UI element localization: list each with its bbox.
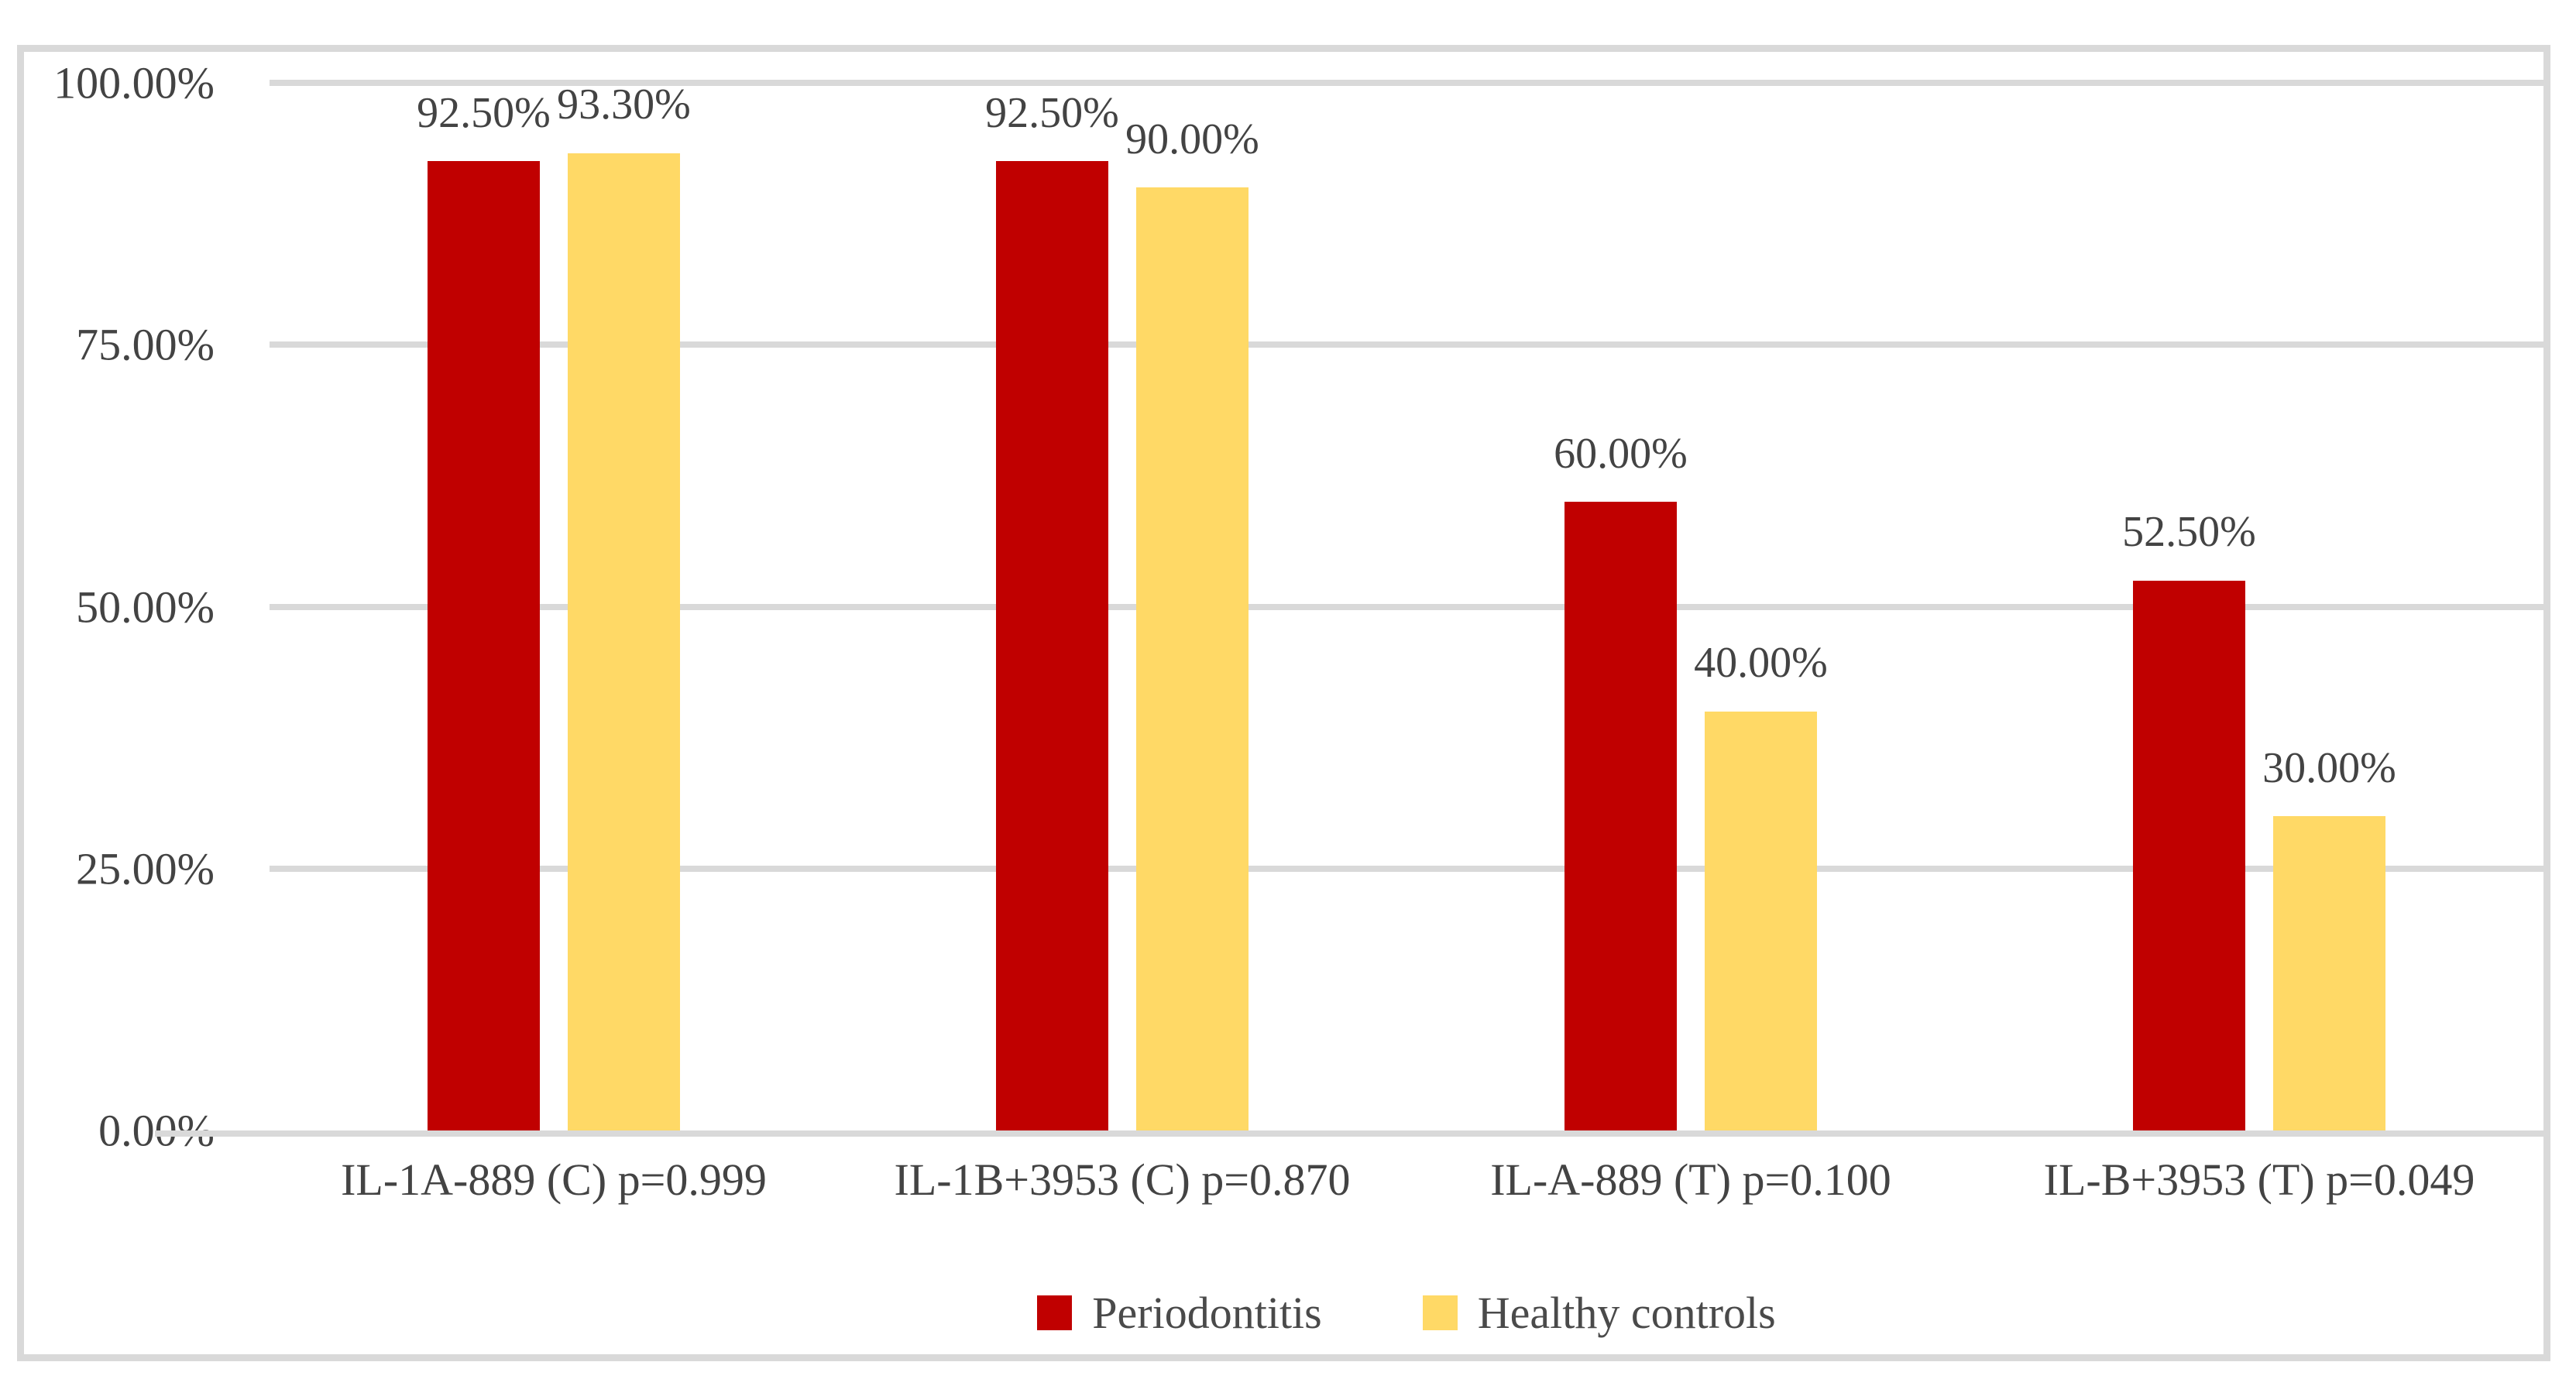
bar-periodontitis-4: 52.50% — [2122, 508, 2256, 1130]
x-axis-label-4: IL-B+3953 (T) p=0.049 — [2043, 1154, 2475, 1205]
gridline-100 — [270, 80, 2543, 86]
gridline-75 — [270, 341, 2543, 348]
bar-healthy-controls-3: 40.00% — [1694, 639, 1828, 1130]
bar-groups: 92.50% 93.30% IL-1A-889 (C) p=0.999 92.50% 9… — [270, 81, 2543, 1205]
bar-periodontitis-3: 60.00% — [1554, 430, 1688, 1130]
legend-item-periodontitis: Periodontitis — [1037, 1287, 1322, 1339]
bar-healthy-controls-4: 30.00% — [2262, 744, 2396, 1130]
y-axis-labels: 0.00% 25.00% 50.00% 75.00% 100.00% — [24, 58, 215, 1156]
data-label-healthy-controls-3: 40.00% — [1694, 639, 1828, 688]
bar-healthy-controls-2: 90.00% — [1125, 115, 1259, 1130]
bar-periodontitis-2: 92.50% — [985, 89, 1119, 1130]
legend-label-healthy-controls: Healthy controls — [1477, 1288, 1776, 1338]
bar-pair-3: 60.00% 40.00% — [1554, 83, 1828, 1130]
bar-pair-2: 92.50% 90.00% — [985, 83, 1259, 1130]
bar-group-3: 60.00% 40.00% IL-A-889 (T) p=0.100 — [1406, 83, 1975, 1205]
chart-frame: 0.00% 25.00% 50.00% 75.00% 100.00% 92.50% 93.… — [17, 45, 2550, 1361]
data-label-healthy-controls-4: 30.00% — [2262, 743, 2396, 792]
data-label-periodontitis-1: 92.50% — [417, 89, 551, 138]
bar-group-2: 92.50% 90.00% IL-1B+3953 (C) p=0.870 — [838, 83, 1406, 1205]
y-tick-label-75: 75.00% — [76, 319, 215, 370]
gridline-50 — [270, 603, 2543, 610]
data-label-periodontitis-4: 52.50% — [2122, 508, 2256, 557]
gridline-0 — [155, 1130, 2543, 1137]
legend-item-healthy-controls: Healthy controls — [1422, 1287, 1776, 1339]
x-axis-label-1: IL-1A-889 (C) p=0.999 — [341, 1154, 767, 1205]
y-tick-label-100: 100.00% — [53, 57, 215, 108]
bar-group-4: 52.50% 30.00% IL-B+3953 (T) p=0.049 — [1975, 83, 2543, 1205]
bar-group-1: 92.50% 93.30% IL-1A-889 (C) p=0.999 — [270, 81, 838, 1205]
gridline-25 — [270, 865, 2543, 872]
legend-swatch-periodontitis-icon — [1037, 1295, 1073, 1330]
bar-periodontitis-1: 92.50% — [417, 89, 551, 1130]
x-axis-label-3: IL-A-889 (T) p=0.100 — [1490, 1154, 1891, 1205]
legend-label-periodontitis: Periodontitis — [1092, 1288, 1322, 1338]
y-tick-label-25: 25.00% — [76, 843, 215, 894]
data-label-healthy-controls-2: 90.00% — [1125, 115, 1259, 163]
data-label-healthy-controls-1: 93.30% — [557, 81, 691, 129]
plot-area: 92.50% 93.30% IL-1A-889 (C) p=0.999 92.50% 9… — [155, 80, 2543, 1205]
data-label-periodontitis-2: 92.50% — [985, 89, 1119, 138]
legend-swatch-healthy-controls-icon — [1422, 1295, 1458, 1330]
legend: Periodontitis Healthy controls — [270, 1287, 2543, 1339]
y-tick-label-50: 50.00% — [76, 582, 215, 632]
bar-pair-1: 92.50% 93.30% — [417, 81, 691, 1130]
data-label-periodontitis-3: 60.00% — [1554, 429, 1688, 478]
bar-pair-4: 52.50% 30.00% — [2122, 83, 2396, 1130]
bar-healthy-controls-1: 93.30% — [557, 81, 691, 1130]
x-axis-label-2: IL-1B+3953 (C) p=0.870 — [894, 1154, 1351, 1205]
